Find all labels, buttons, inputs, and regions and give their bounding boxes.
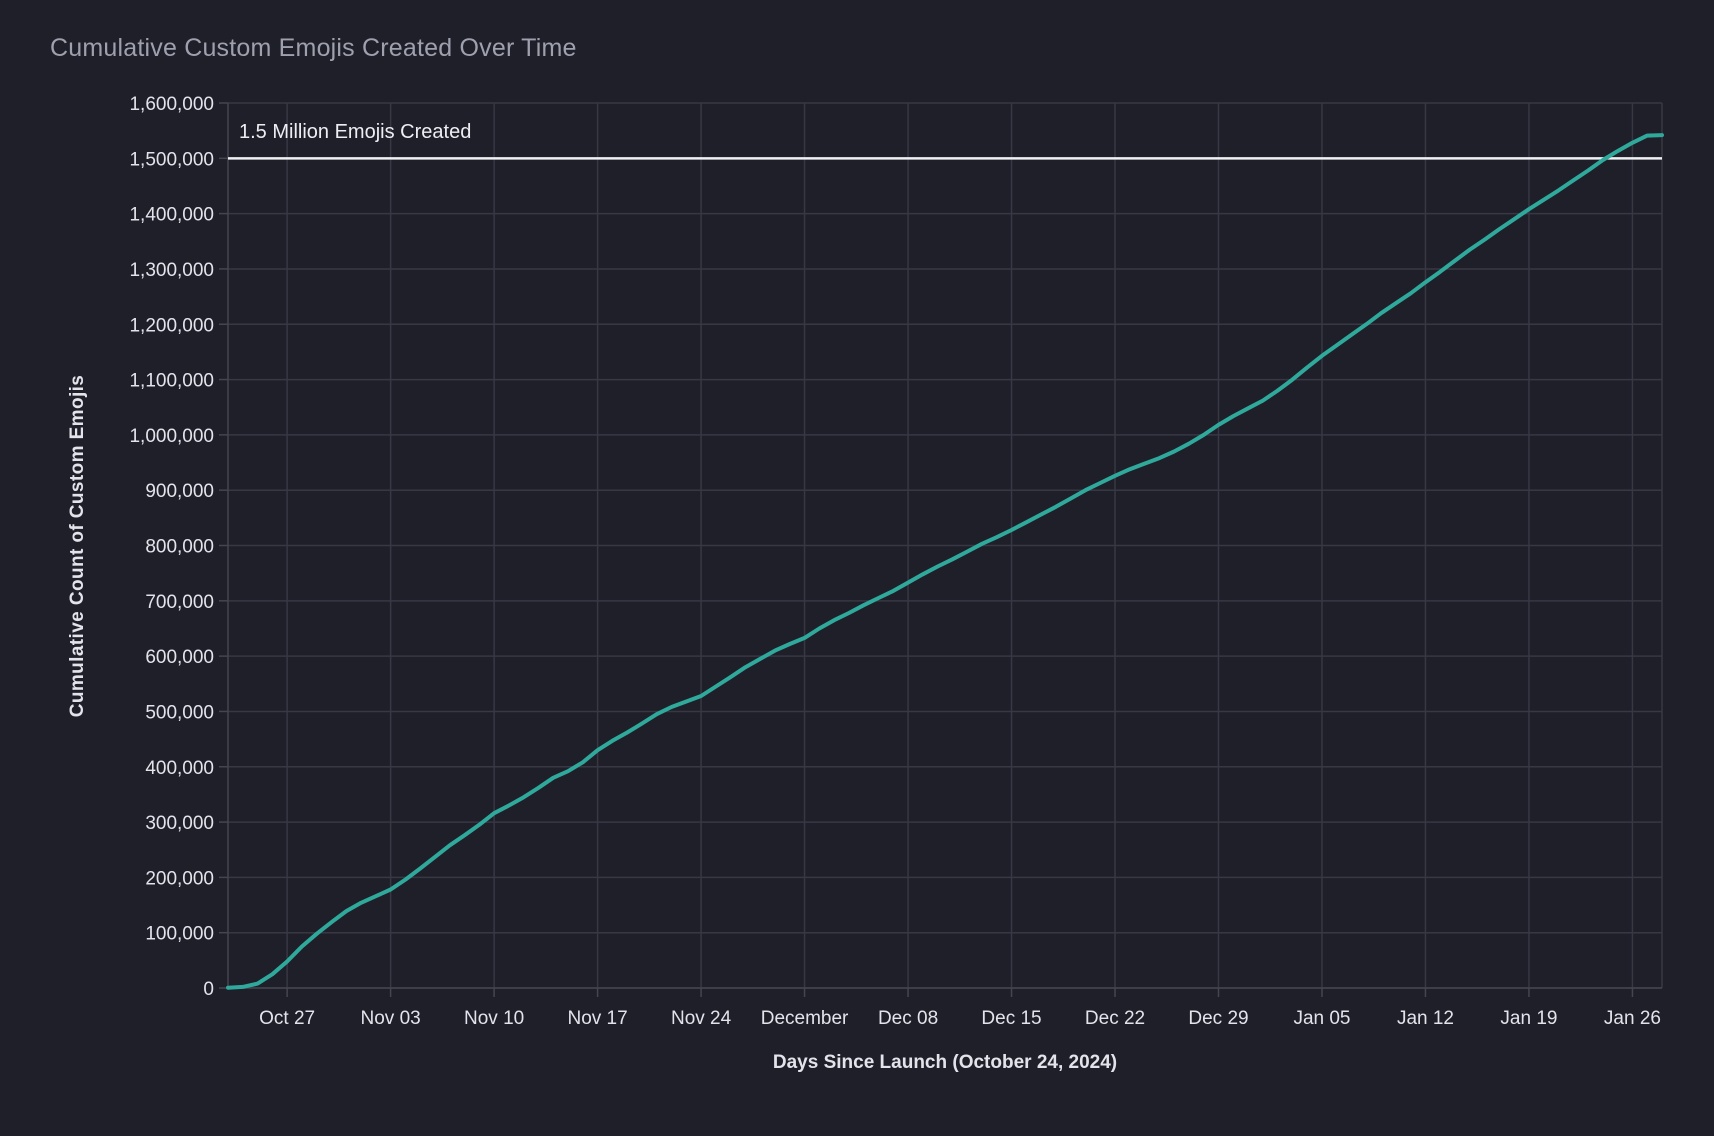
- x-axis-title: Days Since Launch (October 24, 2024): [772, 1052, 1118, 1073]
- y-tick-label: 1,000,000: [129, 426, 214, 447]
- y-tick-label: 500,000: [145, 702, 214, 723]
- y-tick-label: 100,000: [145, 924, 214, 945]
- y-tick-label: 400,000: [145, 758, 214, 779]
- y-tick-label: 1,300,000: [129, 260, 214, 281]
- y-axis-title: Cumulative Count of Custom Emojis: [67, 374, 88, 718]
- y-tick-label: 1,100,000: [129, 371, 214, 392]
- reference-line-annotation: 1.5 Million Emojis Created: [239, 121, 472, 143]
- x-tick-label: Nov 17: [567, 1008, 627, 1029]
- y-tick-label: 600,000: [145, 647, 214, 668]
- x-tick-label: Dec 15: [981, 1008, 1041, 1029]
- chart-title: Cumulative Custom Emojis Created Over Ti…: [50, 34, 577, 62]
- x-tick-label: Dec 08: [878, 1008, 938, 1029]
- y-tick-label: 1,500,000: [129, 149, 214, 170]
- x-tick-label: Jan 05: [1293, 1008, 1350, 1029]
- x-tick-label: December: [761, 1008, 849, 1029]
- x-tick-label: Nov 03: [361, 1008, 421, 1029]
- y-tick-label: 800,000: [145, 537, 214, 558]
- x-tick-label: Nov 24: [671, 1008, 732, 1029]
- y-tick-label: 0: [203, 979, 214, 1000]
- y-tick-label: 200,000: [145, 868, 214, 889]
- x-tick-label: Dec 22: [1085, 1008, 1145, 1029]
- x-tick-label: Oct 27: [259, 1008, 315, 1029]
- y-tick-label: 1,600,000: [129, 94, 214, 115]
- y-tick-label: 700,000: [145, 592, 214, 613]
- y-tick-label: 300,000: [145, 813, 214, 834]
- x-tick-label: Nov 10: [464, 1008, 524, 1029]
- y-tick-label: 1,200,000: [129, 315, 214, 336]
- series-line: [226, 133, 1664, 990]
- x-tick-label: Dec 29: [1188, 1008, 1248, 1029]
- x-tick-label: Jan 26: [1604, 1008, 1661, 1029]
- y-tick-label: 1,400,000: [129, 205, 214, 226]
- x-tick-label: Jan 19: [1500, 1008, 1557, 1029]
- x-tick-label: Jan 12: [1397, 1008, 1454, 1029]
- y-tick-label: 900,000: [145, 481, 214, 502]
